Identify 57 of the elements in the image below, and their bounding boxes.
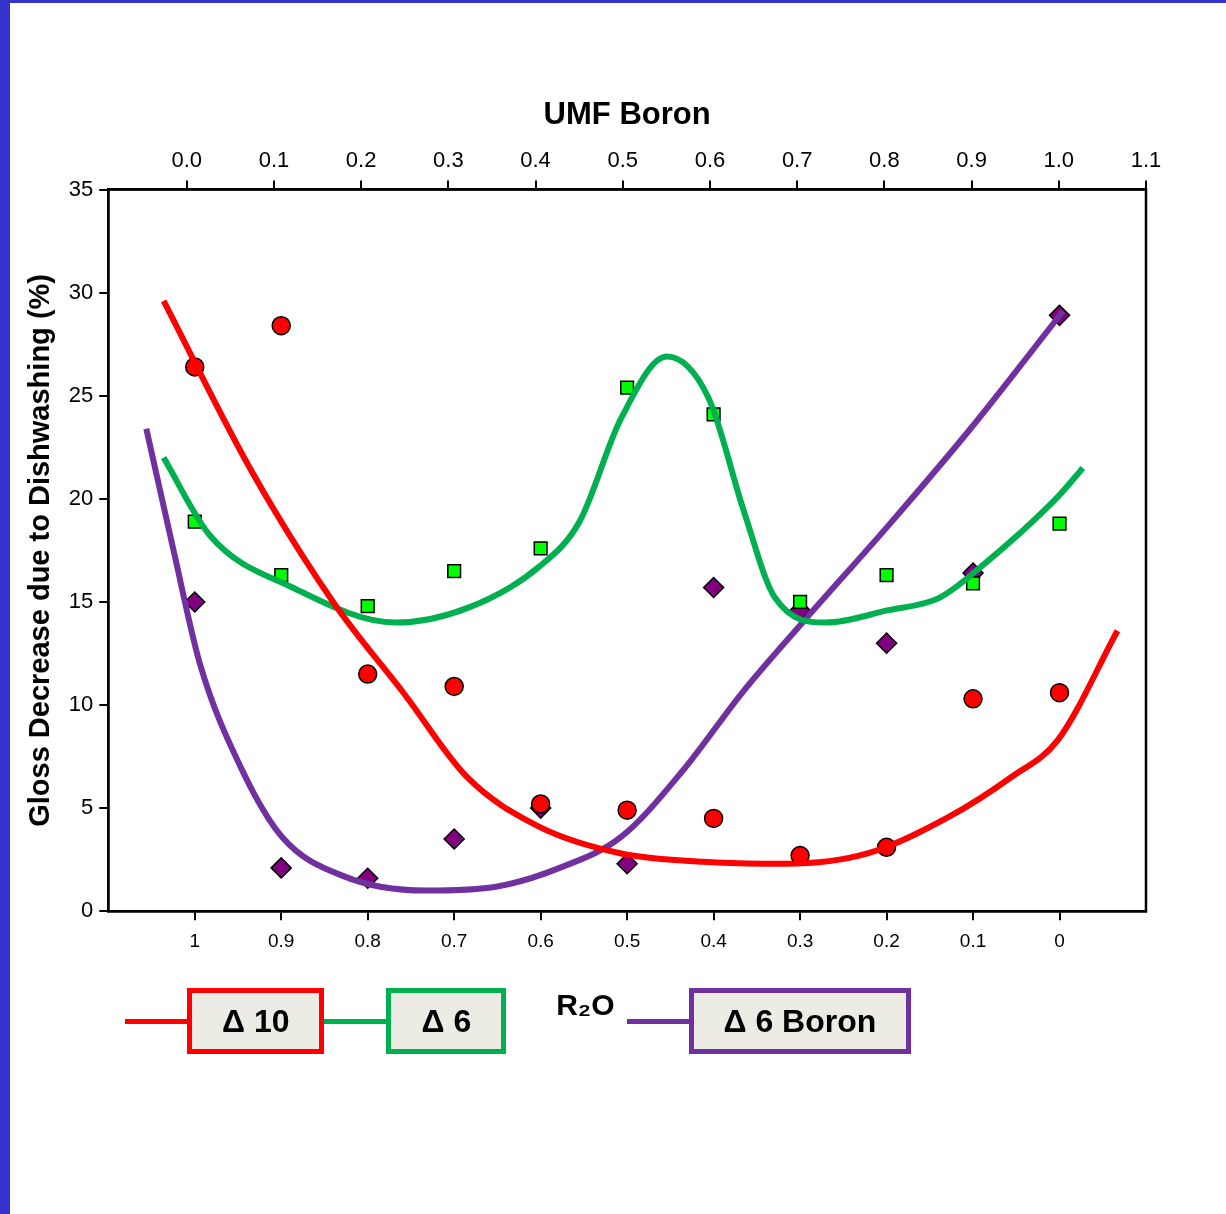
point (875, 632, 898, 654)
point (444, 676, 464, 697)
point (530, 794, 551, 814)
point (271, 315, 291, 336)
point (792, 594, 808, 610)
x-tick-label: 0.7 (440, 929, 468, 951)
x2-tick-label: 0.5 (607, 147, 639, 173)
x2-tick-label: 0.0 (171, 147, 203, 173)
point (879, 568, 894, 583)
x2-tick-label: 0.2 (345, 147, 377, 173)
x-tick-label: 0.2 (873, 929, 900, 951)
y-tick-label: 35 (68, 175, 94, 201)
x2-tick-label: 0.9 (956, 147, 987, 173)
x2-tick-label: 0.8 (869, 147, 900, 173)
x-tick-label: 0 (1054, 929, 1065, 951)
point (357, 664, 378, 684)
x-tick-label: 0.3 (786, 929, 814, 951)
x2-tick-label: 1.0 (1043, 147, 1075, 173)
point (184, 591, 206, 613)
legend-label: Δ 6 (386, 988, 507, 1054)
point (963, 689, 983, 709)
x2-tick-label: 1.1 (1130, 147, 1162, 173)
x-tick-label: 0.5 (613, 929, 641, 951)
x-tick-label: 0.1 (959, 929, 987, 951)
x2-tick-label: 0.1 (258, 147, 290, 173)
x-tick-label: 0.9 (268, 929, 295, 951)
point (270, 857, 292, 879)
y-tick-label: 20 (68, 484, 94, 510)
point (703, 808, 724, 829)
legend-label: Δ 6 Boron (688, 988, 912, 1054)
point (443, 828, 465, 850)
y-tick-label: 30 (68, 278, 94, 304)
point (617, 800, 637, 820)
y-tick-label: 0 (81, 897, 94, 923)
y-axis-title: Gloss Decrease due to Dishwashing (%) (23, 274, 56, 827)
point (533, 541, 548, 556)
x2-tick-label: 0.7 (781, 147, 813, 173)
x2-tick-label: 0.6 (694, 147, 726, 173)
y-tick-label: 5 (81, 794, 94, 820)
y-tick-label: 10 (68, 691, 94, 717)
x2-tick-label: 0.3 (433, 147, 464, 173)
x-tick-label: 1 (189, 929, 201, 951)
point (702, 576, 725, 599)
x-tick-label: 0.8 (354, 929, 381, 951)
y-tick-label: 25 (68, 381, 94, 407)
x2-axis-title: UMF Boron (543, 96, 711, 132)
point (360, 598, 375, 614)
x-axis-title: R₂O (556, 988, 615, 1022)
point (447, 563, 462, 579)
x-tick-label: 0.4 (700, 929, 728, 951)
point (620, 380, 635, 395)
point (1052, 516, 1067, 531)
y-tick-label: 15 (68, 588, 94, 614)
point (1049, 682, 1070, 703)
legend-label: Δ 10 (187, 988, 325, 1054)
x-tick-label: 0.6 (527, 929, 554, 951)
x2-tick-label: 0.4 (520, 147, 551, 173)
